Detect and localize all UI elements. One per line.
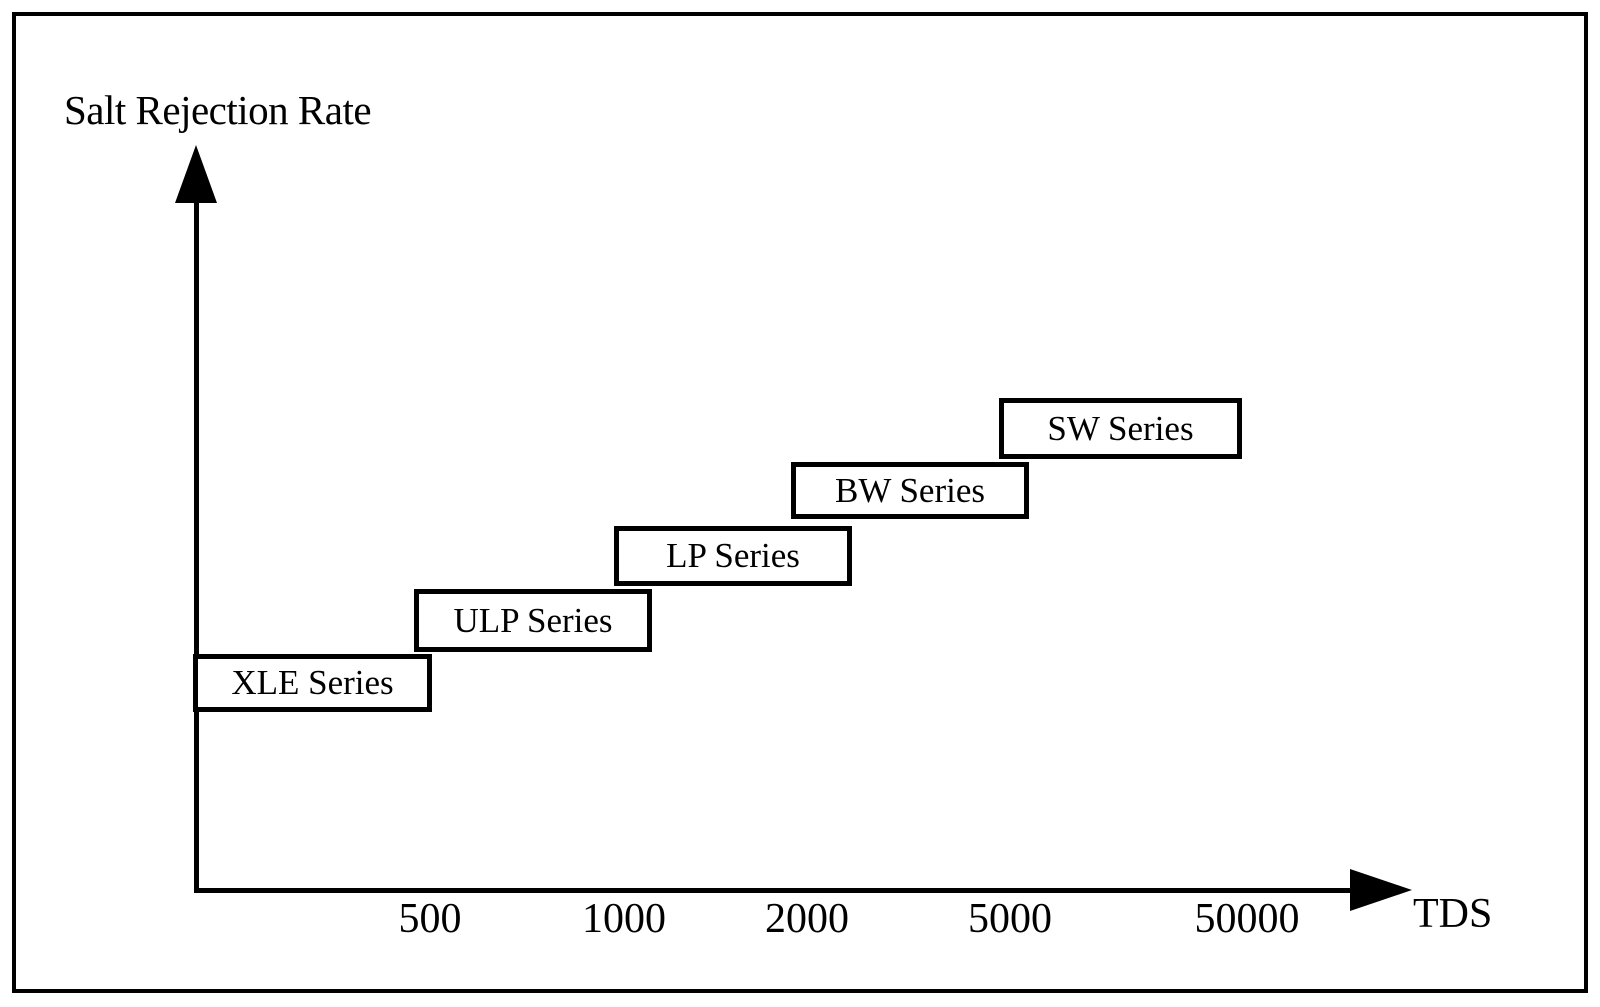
series-box-xle: XLE Series [193,654,432,712]
x-tick-label-5000: 5000 [968,896,1052,942]
series-box-ulp: ULP Series [414,589,652,652]
series-box-label: ULP Series [453,600,613,640]
series-box-label: SW Series [1047,408,1194,448]
series-box-bw: BW Series [791,462,1029,519]
series-box-label: LP Series [666,536,800,575]
series-box-label: XLE Series [231,663,394,702]
x-axis-line [194,888,1354,893]
x-tick-label-500: 500 [398,896,462,942]
x-axis-title: TDS [1413,891,1493,937]
series-box-lp: LP Series [614,526,852,586]
series-box-sw: SW Series [999,398,1242,459]
x-tick-label-2000: 2000 [765,896,849,942]
y-axis-title: Salt Rejection Rate [64,87,372,133]
outer-border-frame [12,12,1588,993]
y-axis-line [194,198,199,892]
x-axis-arrowhead-icon [1350,869,1412,911]
x-tick-label-1000: 1000 [582,896,666,942]
x-tick-label-50000: 50000 [1194,896,1300,942]
series-box-label: BW Series [834,470,986,510]
y-axis-arrowhead-icon [175,145,217,203]
